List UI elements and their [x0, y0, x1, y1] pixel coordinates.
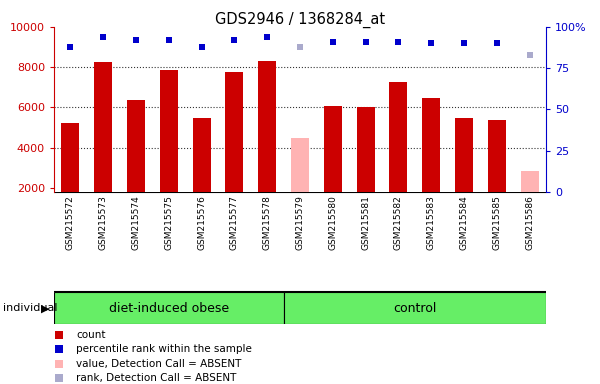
Text: GSM215584: GSM215584: [460, 195, 469, 250]
Bar: [284, 292, 546, 324]
Bar: [356, 107, 374, 192]
Bar: [193, 118, 211, 192]
Text: GSM215574: GSM215574: [131, 195, 140, 250]
Text: individual: individual: [3, 303, 58, 313]
Text: GSM215573: GSM215573: [98, 195, 108, 250]
Bar: [226, 71, 244, 192]
Bar: [291, 138, 309, 192]
Text: GSM215580: GSM215580: [328, 195, 337, 250]
Text: GSM215586: GSM215586: [525, 195, 534, 250]
Bar: [160, 70, 178, 192]
Bar: [389, 82, 407, 192]
Bar: [127, 100, 145, 192]
Text: GSM215572: GSM215572: [66, 195, 75, 250]
Text: rank, Detection Call = ABSENT: rank, Detection Call = ABSENT: [76, 373, 236, 383]
Bar: [521, 172, 539, 192]
Bar: [455, 118, 473, 192]
Text: GSM215581: GSM215581: [361, 195, 370, 250]
Bar: [488, 120, 506, 192]
Text: value, Detection Call = ABSENT: value, Detection Call = ABSENT: [76, 359, 242, 369]
Text: GSM215576: GSM215576: [197, 195, 206, 250]
Bar: [258, 61, 276, 192]
Bar: [422, 98, 440, 192]
Text: GSM215583: GSM215583: [427, 195, 436, 250]
Bar: [324, 106, 342, 192]
Text: GDS2946 / 1368284_at: GDS2946 / 1368284_at: [215, 12, 385, 28]
Text: GSM215577: GSM215577: [230, 195, 239, 250]
Text: GSM215579: GSM215579: [296, 195, 305, 250]
Text: count: count: [76, 330, 106, 340]
Text: percentile rank within the sample: percentile rank within the sample: [76, 344, 252, 354]
Text: GSM215575: GSM215575: [164, 195, 173, 250]
Text: GSM215578: GSM215578: [263, 195, 272, 250]
Text: GSM215582: GSM215582: [394, 195, 403, 250]
Text: control: control: [393, 302, 436, 314]
Bar: [61, 122, 79, 192]
Bar: [54, 292, 284, 324]
Text: GSM215585: GSM215585: [492, 195, 502, 250]
Bar: [94, 62, 112, 192]
Text: ▶: ▶: [41, 303, 49, 313]
Text: diet-induced obese: diet-induced obese: [109, 302, 229, 314]
